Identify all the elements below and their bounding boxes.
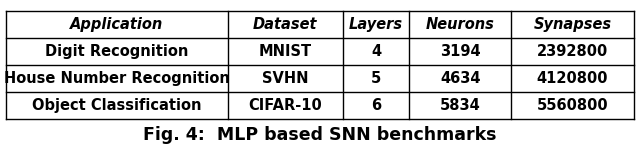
Text: Digit Recognition: Digit Recognition (45, 44, 189, 59)
Text: SVHN: SVHN (262, 71, 308, 86)
Text: 6: 6 (371, 98, 381, 113)
Text: 4634: 4634 (440, 71, 481, 86)
Text: Dataset: Dataset (253, 17, 317, 32)
Text: 2392800: 2392800 (537, 44, 608, 59)
Text: House Number Recognition: House Number Recognition (4, 71, 230, 86)
Text: 5: 5 (371, 71, 381, 86)
Text: CIFAR-10: CIFAR-10 (248, 98, 322, 113)
Text: 3194: 3194 (440, 44, 481, 59)
Text: MNIST: MNIST (259, 44, 312, 59)
Text: 5834: 5834 (440, 98, 481, 113)
Text: 4120800: 4120800 (537, 71, 608, 86)
Text: Layers: Layers (349, 17, 403, 32)
Text: 5560800: 5560800 (537, 98, 609, 113)
Text: Synapses: Synapses (534, 17, 612, 32)
Text: Fig. 4:  MLP based SNN benchmarks: Fig. 4: MLP based SNN benchmarks (143, 126, 497, 144)
Text: 4: 4 (371, 44, 381, 59)
Text: Application: Application (70, 17, 164, 32)
Text: Object Classification: Object Classification (32, 98, 202, 113)
Text: Neurons: Neurons (426, 17, 495, 32)
